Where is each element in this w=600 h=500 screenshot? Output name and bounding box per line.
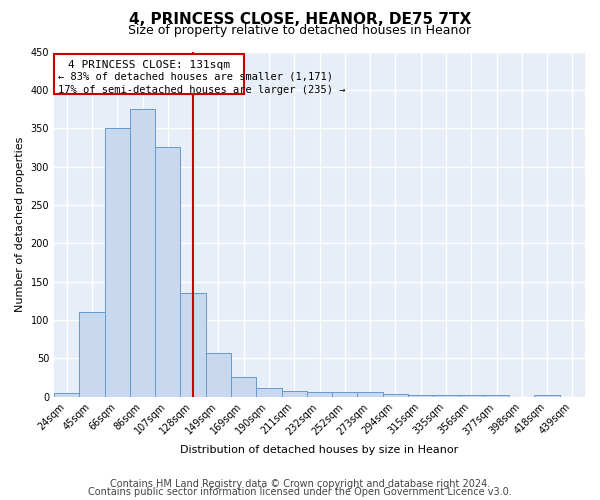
Bar xyxy=(256,388,281,397)
Bar xyxy=(206,353,231,397)
Bar xyxy=(231,377,256,397)
Text: 4 PRINCESS CLOSE: 131sqm: 4 PRINCESS CLOSE: 131sqm xyxy=(68,60,230,70)
Text: Contains public sector information licensed under the Open Government Licence v3: Contains public sector information licen… xyxy=(88,487,512,497)
Bar xyxy=(281,392,307,397)
Bar xyxy=(307,392,332,397)
Bar xyxy=(79,312,104,397)
Bar xyxy=(433,396,458,397)
Text: Size of property relative to detached houses in Heanor: Size of property relative to detached ho… xyxy=(128,24,472,37)
Bar xyxy=(458,396,484,397)
Bar xyxy=(130,109,155,397)
Bar xyxy=(484,396,509,397)
Bar xyxy=(408,396,433,397)
Bar xyxy=(155,148,181,397)
Text: 4, PRINCESS CLOSE, HEANOR, DE75 7TX: 4, PRINCESS CLOSE, HEANOR, DE75 7TX xyxy=(129,12,471,28)
Bar xyxy=(54,54,244,94)
Bar xyxy=(332,392,358,397)
Bar xyxy=(535,394,560,397)
X-axis label: Distribution of detached houses by size in Heanor: Distribution of detached houses by size … xyxy=(181,445,458,455)
Bar xyxy=(358,392,383,397)
Bar xyxy=(383,394,408,397)
Text: ← 83% of detached houses are smaller (1,171): ← 83% of detached houses are smaller (1,… xyxy=(58,72,333,82)
Text: 17% of semi-detached houses are larger (235) →: 17% of semi-detached houses are larger (… xyxy=(58,85,346,95)
Bar xyxy=(104,128,130,397)
Y-axis label: Number of detached properties: Number of detached properties xyxy=(15,136,25,312)
Text: Contains HM Land Registry data © Crown copyright and database right 2024.: Contains HM Land Registry data © Crown c… xyxy=(110,479,490,489)
Bar xyxy=(54,393,79,397)
Bar xyxy=(181,293,206,397)
